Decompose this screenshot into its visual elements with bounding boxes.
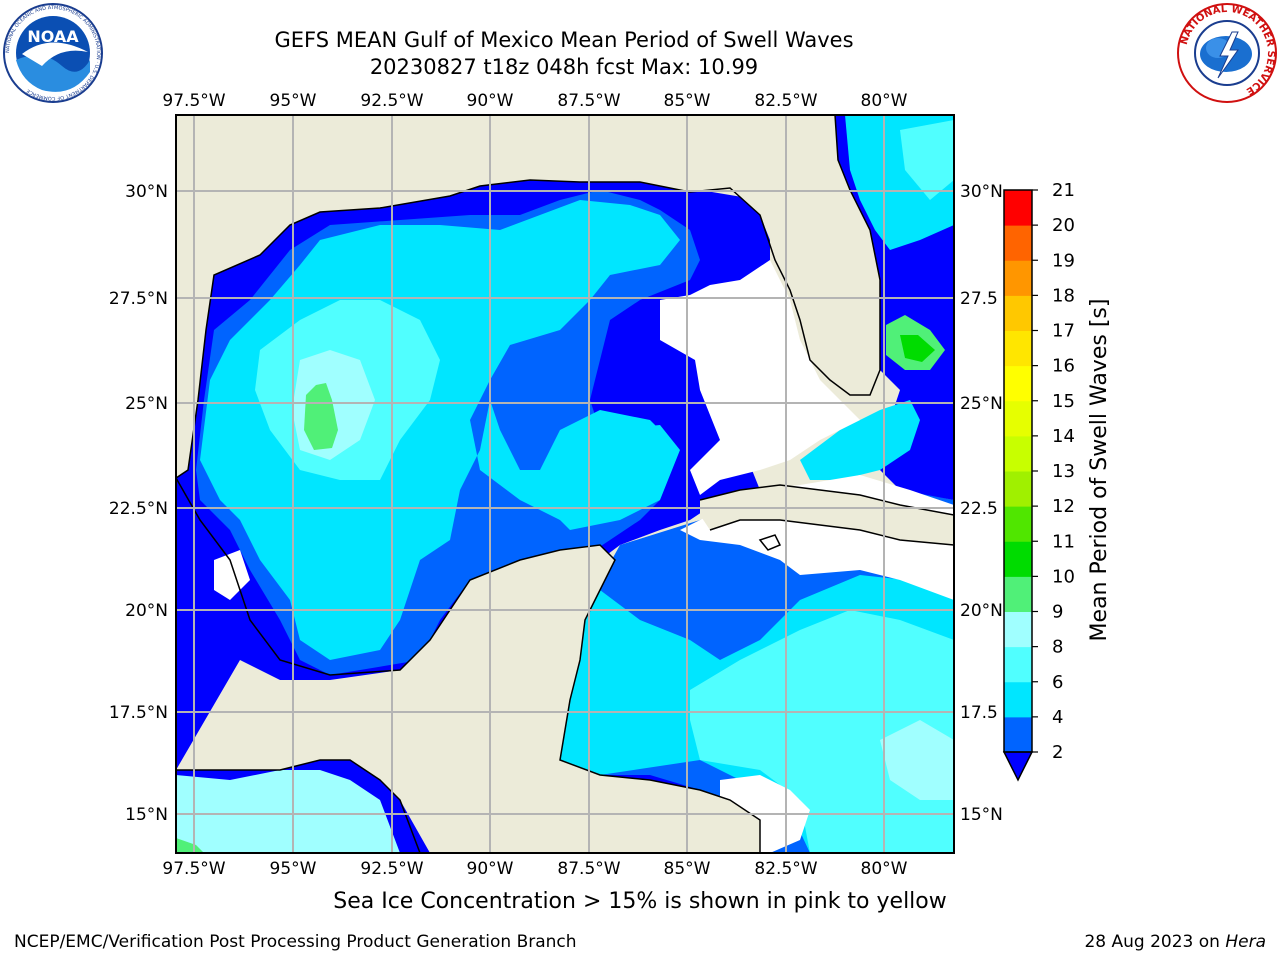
colorbar-tick-label: 21 xyxy=(1052,180,1075,201)
yucatan-cyan-region xyxy=(540,425,680,530)
colorbar-segment xyxy=(1004,190,1032,226)
colorbar-segment xyxy=(1004,330,1032,367)
caribbean-light-region xyxy=(690,610,954,853)
colorbar-segment xyxy=(1004,225,1032,261)
colorbar-tick-label: 20 xyxy=(1052,215,1075,236)
colorbar-tick-label: 18 xyxy=(1052,285,1075,306)
map-title: GEFS MEAN Gulf of Mexico Mean Period of … xyxy=(274,28,854,52)
tx-shelf-nodata xyxy=(214,550,250,600)
lon-label-bottom: 82.5°W xyxy=(754,859,817,879)
lon-label-top: 87.5°W xyxy=(557,91,620,111)
lat-labels-right: 30°N 27.5 25°N 22.5 20°N 17.5 15°N xyxy=(960,182,1003,825)
pacific-region xyxy=(176,770,400,853)
colorbar-tick-label: 4 xyxy=(1052,707,1063,728)
footer-date: 28 Aug 2023 on Hera xyxy=(1084,932,1266,952)
bahamas-dark-green-region xyxy=(900,335,935,362)
colorbar-extend-arrow xyxy=(1002,751,1034,782)
colorbar-segment xyxy=(1004,541,1032,577)
colorbar-tick-label: 13 xyxy=(1052,461,1075,482)
colorbar-tick-label: 16 xyxy=(1052,356,1075,377)
colorbar-tick-labels: 2 4 6 8 9 10 11 12 13 14 15 16 17 18 19 20 21 xyxy=(1032,180,1075,763)
colorbar-segment xyxy=(1004,681,1032,718)
yucatan-landmass xyxy=(176,545,760,853)
lat-label-left: 17.5°N xyxy=(109,703,168,723)
lat-label-left: 25°N xyxy=(125,394,168,414)
lat-label-right: 25°N xyxy=(960,394,1003,414)
colorbar-segment xyxy=(1004,471,1032,507)
lon-label-bottom: 87.5°W xyxy=(557,859,620,879)
lon-labels-bottom: 97.5°W 95°W 92.5°W 90°W 87.5°W 85°W 82.5… xyxy=(162,859,907,879)
lon-label-top: 92.5°W xyxy=(360,91,423,111)
lat-label-right: 15°N xyxy=(960,805,1003,825)
pacific-green-region xyxy=(176,838,204,853)
caribbean-lightest-region xyxy=(880,720,954,800)
colorbar-tick-label: 9 xyxy=(1052,602,1063,623)
colorbar-tick-label: 11 xyxy=(1052,531,1075,552)
atlantic-light-region xyxy=(900,120,954,200)
colorbar-tick-label: 10 xyxy=(1052,566,1075,587)
lon-label-top: 80°W xyxy=(861,91,908,111)
lon-label-bottom: 92.5°W xyxy=(360,859,423,879)
lon-labels-top: 97.5°W 95°W 92.5°W 90°W 87.5°W 85°W 82.5… xyxy=(162,91,907,111)
lat-label-left: 15°N xyxy=(125,805,168,825)
map-subtitle: 20230827 t18z 048h fcst Max: 10.99 xyxy=(369,55,759,79)
lon-label-bottom: 97.5°W xyxy=(162,859,225,879)
lat-label-left: 22.5°N xyxy=(109,499,168,519)
lat-labels-left: 30°N 27.5°N 25°N 22.5°N 20°N 17.5°N 15°N xyxy=(109,182,168,825)
map-frame xyxy=(175,114,955,854)
lon-label-top: 95°W xyxy=(270,91,317,111)
lon-label-bottom: 85°W xyxy=(664,859,711,879)
colorbar-segment xyxy=(1004,295,1032,331)
colorbar xyxy=(1002,189,1034,782)
colorbar-segment xyxy=(1004,400,1032,437)
colorbar-tick-label: 19 xyxy=(1052,250,1075,271)
noaa-logo: NOAA NATIONAL OCEANIC AND ATMOSPHERIC AD… xyxy=(3,3,103,103)
lat-label-left: 30°N xyxy=(125,182,168,202)
footer-date-text: 28 Aug 2023 on xyxy=(1084,932,1226,952)
gulf-period-max-region xyxy=(304,383,338,450)
colorbar-segment xyxy=(1004,365,1032,402)
colorbar-segment xyxy=(1004,646,1032,683)
colorbar-segment xyxy=(1004,576,1032,612)
sea-ice-note: Sea Ice Concentration > 15% is shown in … xyxy=(333,889,947,914)
florida-shelf-nodata xyxy=(660,260,860,495)
colorbar-tick-label: 2 xyxy=(1052,742,1063,763)
colorbar-tick-label: 6 xyxy=(1052,672,1063,693)
lon-label-top: 82.5°W xyxy=(754,91,817,111)
colorbar-tick-label: 12 xyxy=(1052,496,1075,517)
lon-label-top: 90°W xyxy=(467,91,514,111)
noaa-logo-text: NOAA xyxy=(27,27,79,46)
colorbar-tick-label: 17 xyxy=(1052,321,1075,342)
colorbar-label: Mean Period of Swell Waves [s] xyxy=(1087,299,1112,642)
colorbar-segment xyxy=(1004,716,1032,753)
colorbar-segment xyxy=(1004,260,1032,296)
graticule xyxy=(176,115,954,853)
colorbar-tick-label: 14 xyxy=(1052,426,1075,447)
lat-label-right: 20°N xyxy=(960,601,1003,621)
lat-label-left: 20°N xyxy=(125,601,168,621)
lon-label-top: 97.5°W xyxy=(162,91,225,111)
cuba-landmass xyxy=(700,485,954,545)
lon-label-top: 85°W xyxy=(664,91,711,111)
lat-label-right: 27.5 xyxy=(960,289,998,309)
footer-credit: NCEP/EMC/Verification Post Processing Pr… xyxy=(14,932,577,952)
footer-machine: Hera xyxy=(1225,932,1266,952)
straits-cyan-region xyxy=(800,400,920,480)
lat-label-right: 22.5 xyxy=(960,499,998,519)
lat-label-left: 27.5°N xyxy=(109,289,168,309)
nws-logo: NATIONAL WEATHER SERVICE xyxy=(1177,3,1277,103)
colorbar-segment xyxy=(1004,506,1032,542)
lon-label-bottom: 95°W xyxy=(270,859,317,879)
lat-label-right: 17.5 xyxy=(960,703,998,723)
colorbar-segment xyxy=(1004,435,1032,472)
lon-label-bottom: 90°W xyxy=(467,859,514,879)
florida-landmass xyxy=(176,115,880,395)
lat-label-right: 30°N xyxy=(960,182,1003,202)
colorbar-segment xyxy=(1004,611,1032,648)
lon-label-bottom: 80°W xyxy=(861,859,908,879)
colorbar-tick-label: 8 xyxy=(1052,637,1063,658)
colorbar-tick-label: 15 xyxy=(1052,391,1075,412)
coastline xyxy=(176,115,954,853)
